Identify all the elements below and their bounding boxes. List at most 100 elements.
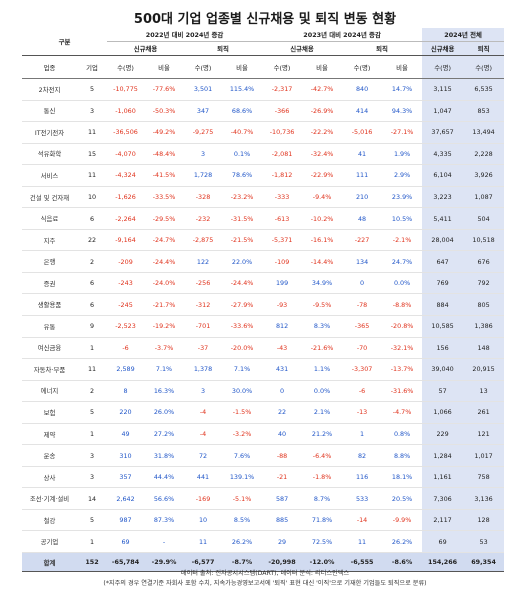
hire-total-2024-cell: 229 [422, 423, 464, 446]
hire-total-2024-cell: 884 [422, 293, 464, 317]
hire-ratio-2022-cell: 27.2% [144, 423, 185, 446]
hire-change-2022-cell: 357 [107, 466, 145, 489]
retire-ratio-2022-cell: -33.6% [222, 315, 263, 338]
hire-change-2022-cell: -6 [107, 337, 145, 360]
retire-ratio-2022-cell: 22.0% [222, 250, 263, 273]
hire-ratio-2022-cell: -24.7% [144, 229, 185, 252]
hire-total-2024-cell: 647 [422, 250, 464, 273]
hire-total-2024-cell: 39,040 [422, 358, 464, 381]
retire-change-2022-cell: -169 [184, 487, 223, 510]
hire-total-2024-cell: 57 [422, 380, 464, 403]
retire-change-2023-cell: 0 [342, 272, 383, 295]
count-header: 수(명) [463, 55, 505, 79]
retire-header: 퇴직 [463, 41, 505, 56]
ratio-header: 비율 [302, 55, 343, 79]
retire-total-2024-cell: 128 [463, 509, 505, 532]
retire-change-2023-cell: -5,016 [342, 121, 383, 144]
hire-change-2023-cell: 812 [262, 315, 303, 338]
retire-ratio-2022-cell: 7.1% [222, 358, 263, 381]
table-row: 조선·기계·설비 14 2,642 56.6% -169 -5.1% 587 8.7% 533 2… [22, 487, 505, 510]
hire-change-2022-cell: 310 [107, 444, 145, 467]
industry-cell: 서비스 [22, 164, 77, 187]
retire-change-2023-cell: 82 [342, 444, 383, 467]
retire-change-2022-cell: -312 [184, 293, 223, 317]
hire-total-2024-cell: 2,117 [422, 509, 464, 532]
industry-cell: 상사 [22, 466, 77, 489]
industry-cell: 식음료 [22, 207, 77, 230]
retire-ratio-2022-cell: 7.6% [222, 444, 263, 467]
retire-change-2023-cell: -227 [342, 229, 383, 252]
hire-ratio-2022-cell: 31.8% [144, 444, 185, 467]
hire-total-2024-cell: 3,115 [422, 78, 464, 101]
companies-cell: 5 [77, 78, 108, 101]
retire-ratio-2022-cell: -24.4% [222, 272, 263, 295]
industry-cell: 은행 [22, 250, 77, 273]
hire-change-2023-cell: -21 [262, 466, 303, 489]
hire-ratio-2022-cell: -48.4% [144, 143, 185, 166]
retire-ratio-2022-cell: 139.1% [222, 466, 263, 489]
hire-ratio-2023-cell: -10.2% [302, 207, 343, 230]
hire-change-2022-cell: 2,589 [107, 358, 145, 381]
retire-change-2022-cell: -6,577 [184, 552, 223, 573]
industry-cell: 조선·기계·설비 [22, 487, 77, 510]
retire-ratio-2022-cell: -8.7% [222, 552, 263, 573]
ratio-header: 비율 [382, 55, 423, 79]
table-row: 식음료 6 -2,264 -29.5% -232 -31.5% -613 -10.2% 48 10… [22, 207, 505, 230]
hire-change-2023-cell: -1,812 [262, 164, 303, 187]
retire-ratio-2023-cell: 20.5% [382, 487, 423, 510]
retire-header: 퇴직 [184, 41, 263, 56]
hire-change-2023-cell: -333 [262, 186, 303, 209]
retire-change-2023-cell: -78 [342, 293, 383, 317]
retire-change-2023-cell: 840 [342, 78, 383, 101]
hire-change-2023-cell: -10,736 [262, 121, 303, 144]
count-header: 수(명) [422, 55, 464, 79]
hire-change-2022-cell: -9,164 [107, 229, 145, 252]
total-row: 합계 152 -65,784 -29.9% -6,577 -8.7% -20,998 -12.… [22, 552, 505, 573]
hire-ratio-2022-cell: -49.2% [144, 121, 185, 144]
hire-ratio-2022-cell: -24.0% [144, 272, 185, 295]
companies-header: 기업 [77, 55, 108, 79]
hire-total-2024-cell: 5,411 [422, 207, 464, 230]
retire-ratio-2022-cell: 8.5% [222, 509, 263, 532]
hire-ratio-2023-cell: -9.5% [302, 293, 343, 317]
retire-change-2022-cell: 10 [184, 509, 223, 532]
hire-total-2024-cell: 156 [422, 337, 464, 360]
hire-header: 신규채용 [422, 41, 464, 56]
retire-ratio-2023-cell: 0.0% [382, 272, 423, 295]
retire-total-2024-cell: 69,354 [463, 552, 505, 573]
employment-change-table: 구분 2022년 대비 2024년 증감 2023년 대비 2024년 증감 2… [22, 28, 505, 573]
retire-change-2023-cell: -3,307 [342, 358, 383, 381]
period-2022-2024-header: 2022년 대비 2024년 증감 [107, 28, 263, 42]
retire-change-2022-cell: 1,728 [184, 164, 223, 187]
hire-ratio-2023-cell: 8.3% [302, 315, 343, 338]
period-2024-total-header: 2024년 전체 [422, 28, 505, 42]
companies-cell: 6 [77, 272, 108, 295]
hire-total-2024-cell: 6,104 [422, 164, 464, 187]
hire-change-2022-cell: -65,784 [107, 552, 145, 573]
retire-ratio-2023-cell: 24.7% [382, 250, 423, 273]
retire-change-2022-cell: 72 [184, 444, 223, 467]
hire-ratio-2023-cell: 1.1% [302, 358, 343, 381]
hire-ratio-2022-cell: 7.1% [144, 358, 185, 381]
hire-change-2022-cell: -209 [107, 250, 145, 273]
count-header: 수(명) [342, 55, 383, 79]
companies-cell: 5 [77, 509, 108, 532]
retire-ratio-2023-cell: 18.1% [382, 466, 423, 489]
hire-ratio-2023-cell: -42.7% [302, 78, 343, 101]
hire-total-2024-cell: 28,004 [422, 229, 464, 252]
hire-ratio-2023-cell: -22.9% [302, 164, 343, 187]
hire-change-2022-cell: -243 [107, 272, 145, 295]
industry-cell: 생활용품 [22, 293, 77, 317]
hire-header: 신규채용 [262, 41, 343, 56]
hire-change-2023-cell: -93 [262, 293, 303, 317]
retire-ratio-2023-cell: -8.6% [382, 552, 423, 573]
hire-ratio-2022-cell: -33.5% [144, 186, 185, 209]
table-row: 서비스 11 -4,324 -41.5% 1,728 78.6% -1,812 -22.9% 1… [22, 164, 505, 187]
table-row: 유통 9 -2,523 -19.2% -701 -33.6% 812 8.3% -365 -20.… [22, 315, 505, 338]
industry-cell: 운송 [22, 444, 77, 467]
retire-ratio-2022-cell: -3.2% [222, 423, 263, 446]
retire-ratio-2023-cell: -9.9% [382, 509, 423, 532]
retire-change-2023-cell: 533 [342, 487, 383, 510]
hire-ratio-2023-cell: 0.0% [302, 380, 343, 403]
companies-cell: 3 [77, 466, 108, 489]
